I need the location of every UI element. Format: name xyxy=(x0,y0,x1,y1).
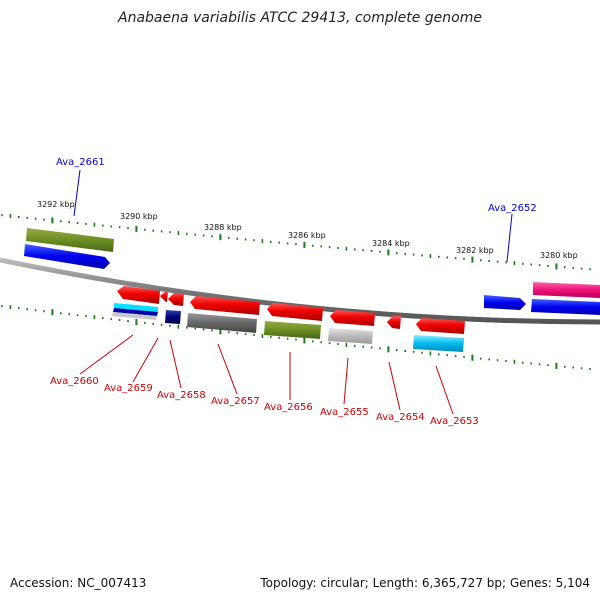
inner-ruler-ticks xyxy=(1,305,591,371)
ruler-label: 3282 kbp xyxy=(456,246,494,255)
gene-feature[interactable] xyxy=(187,313,257,333)
gene-feature[interactable] xyxy=(165,310,181,324)
ruler-label: 3288 kbp xyxy=(204,223,242,232)
gene-feature[interactable] xyxy=(328,328,373,344)
gene-feature[interactable] xyxy=(413,335,464,352)
gene-leader xyxy=(435,365,454,415)
ruler-label: 3286 kbp xyxy=(288,231,326,240)
gene-feature[interactable] xyxy=(531,299,600,315)
gene-label[interactable]: Ava_2659 xyxy=(104,383,153,394)
gene-feature[interactable] xyxy=(484,295,526,310)
gene-label[interactable]: Ava_2652 xyxy=(488,203,537,214)
gene-leader xyxy=(73,169,81,217)
ruler-label: 3290 kbp xyxy=(120,212,158,221)
gene-leader xyxy=(169,339,182,389)
gene-feature[interactable] xyxy=(330,310,375,326)
gene-leader xyxy=(388,361,401,411)
reverse-strand: Ava_2660 Ava_2659 Ava_2658 Ava_2657 Ava_… xyxy=(50,286,479,427)
gene-label[interactable]: Ava_2660 xyxy=(50,376,99,387)
gene-leader xyxy=(79,334,134,375)
gene-label[interactable]: Ava_2653 xyxy=(430,416,479,427)
accession-text: Accession: NC_007413 xyxy=(10,576,147,590)
gene-feature[interactable] xyxy=(24,244,110,269)
gene-feature[interactable] xyxy=(26,228,114,252)
gene-feature[interactable] xyxy=(112,303,158,320)
gene-label[interactable]: Ava_2658 xyxy=(157,390,206,401)
gene-leader xyxy=(343,357,349,405)
gene-feature[interactable] xyxy=(533,282,600,298)
gene-feature[interactable] xyxy=(416,318,465,334)
gene-label[interactable]: Ava_2657 xyxy=(211,396,260,407)
gene-label[interactable]: Ava_2656 xyxy=(264,402,313,413)
gene-label[interactable]: Ava_2655 xyxy=(320,407,369,418)
gene-feature[interactable] xyxy=(160,291,168,302)
ruler-labels: 3292 kbp 3290 kbp 3288 kbp 3286 kbp 3284… xyxy=(37,200,578,260)
ruler-label: 3292 kbp xyxy=(37,200,75,209)
gene-feature[interactable] xyxy=(117,286,160,304)
gene-feature[interactable] xyxy=(387,316,401,329)
gene-feature[interactable] xyxy=(267,303,323,321)
outer-ruler-ticks xyxy=(1,214,591,271)
genome-summary-text: Topology: circular; Length: 6,365,727 bp… xyxy=(260,576,590,590)
forward-strand: Ava_2661 Ava_2652 xyxy=(24,157,600,315)
gene-feature[interactable] xyxy=(168,293,184,306)
ruler-label: 3280 kbp xyxy=(540,251,578,260)
gene-feature[interactable] xyxy=(264,321,321,339)
gene-leader xyxy=(506,213,513,263)
gene-leader xyxy=(217,343,238,395)
gene-leader xyxy=(132,337,159,383)
gene-label[interactable]: Ava_2654 xyxy=(376,412,425,423)
gene-label[interactable]: Ava_2661 xyxy=(56,157,105,168)
ruler-label: 3284 kbp xyxy=(372,239,410,248)
page-title: Anabaena variabilis ATCC 29413, complete… xyxy=(118,10,482,26)
gene-feature[interactable] xyxy=(190,296,260,315)
